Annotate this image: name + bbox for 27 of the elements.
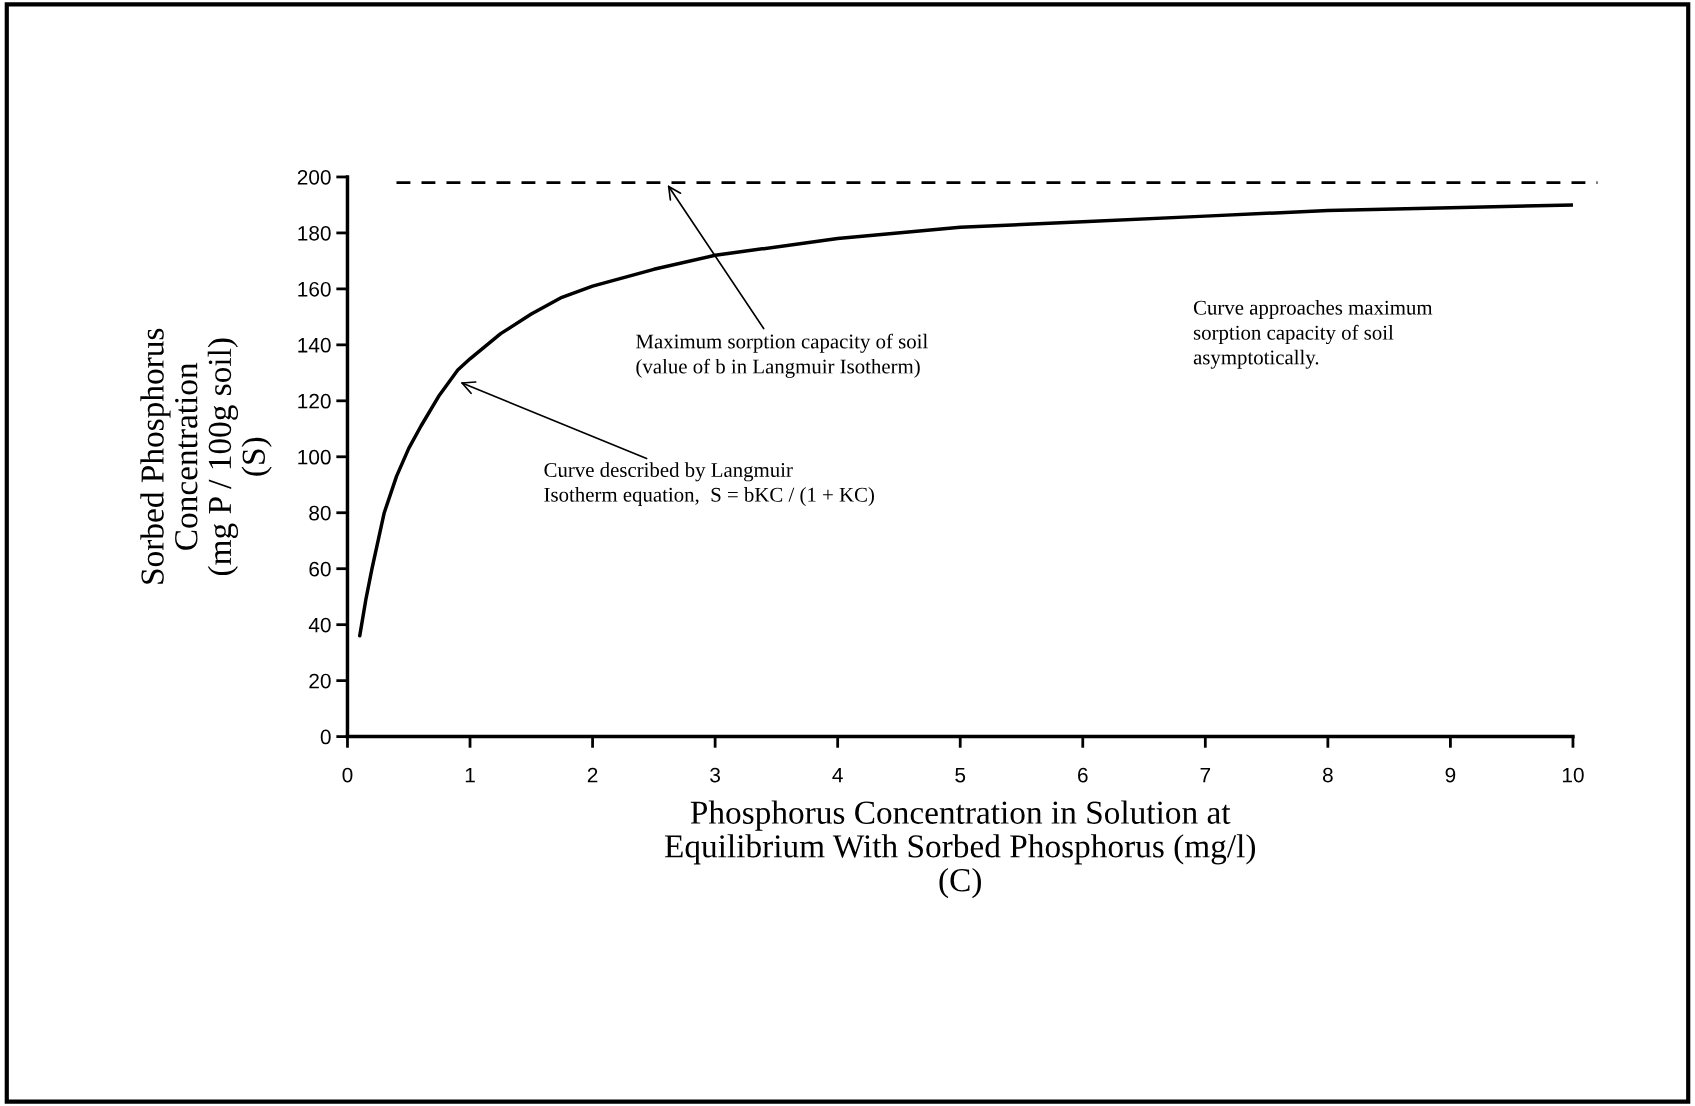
- x-tick-label: 0: [342, 767, 353, 783]
- x-tick-label: 3: [710, 767, 720, 783]
- y-tick-label: 0: [320, 729, 331, 745]
- y-tick-label: 100: [298, 449, 331, 465]
- annotation: Curve approaches maximum sorption capacity of soil asymptotically.: [1193, 300, 1433, 369]
- y-tick-label: 40: [308, 617, 331, 633]
- x-tick-label: 5: [955, 767, 966, 783]
- y-tick-label: 180: [298, 225, 331, 241]
- x-tick-label: 1: [465, 767, 475, 783]
- annotation: Curve described by Langmuir Isotherm equation, S = bKC / (1 + KC): [544, 462, 874, 506]
- x-tick-label: 8: [1322, 767, 1333, 783]
- x-tick-label: 6: [1078, 767, 1088, 783]
- x-axis-title: Phosphorus Concentration in Solution at Equilibrium With Sorbed Phosphorus (mg/l) (C): [664, 800, 1256, 899]
- x-tick-label: 2: [587, 767, 598, 783]
- annotation: Maximum sorption capacity of soil (value of b in Langmuir Isotherm): [636, 333, 928, 378]
- x-tick-label: 9: [1445, 767, 1456, 783]
- y-tick-label: 200: [297, 169, 331, 185]
- y-axis-title: Sorbed Phosphorus Concentration (mg P / 100g soil) (S): [140, 328, 272, 584]
- x-tick-label: 4: [832, 767, 843, 783]
- y-tick-label: 60: [309, 561, 331, 577]
- y-tick-label: 140: [298, 337, 331, 353]
- y-tick-label: 160: [298, 281, 331, 297]
- x-tick-label: 7: [1200, 767, 1211, 783]
- x-tick-label: 10: [1562, 767, 1584, 783]
- y-tick-label: 80: [309, 505, 331, 521]
- y-tick-label: 20: [309, 673, 331, 689]
- y-tick-label: 120: [298, 393, 331, 409]
